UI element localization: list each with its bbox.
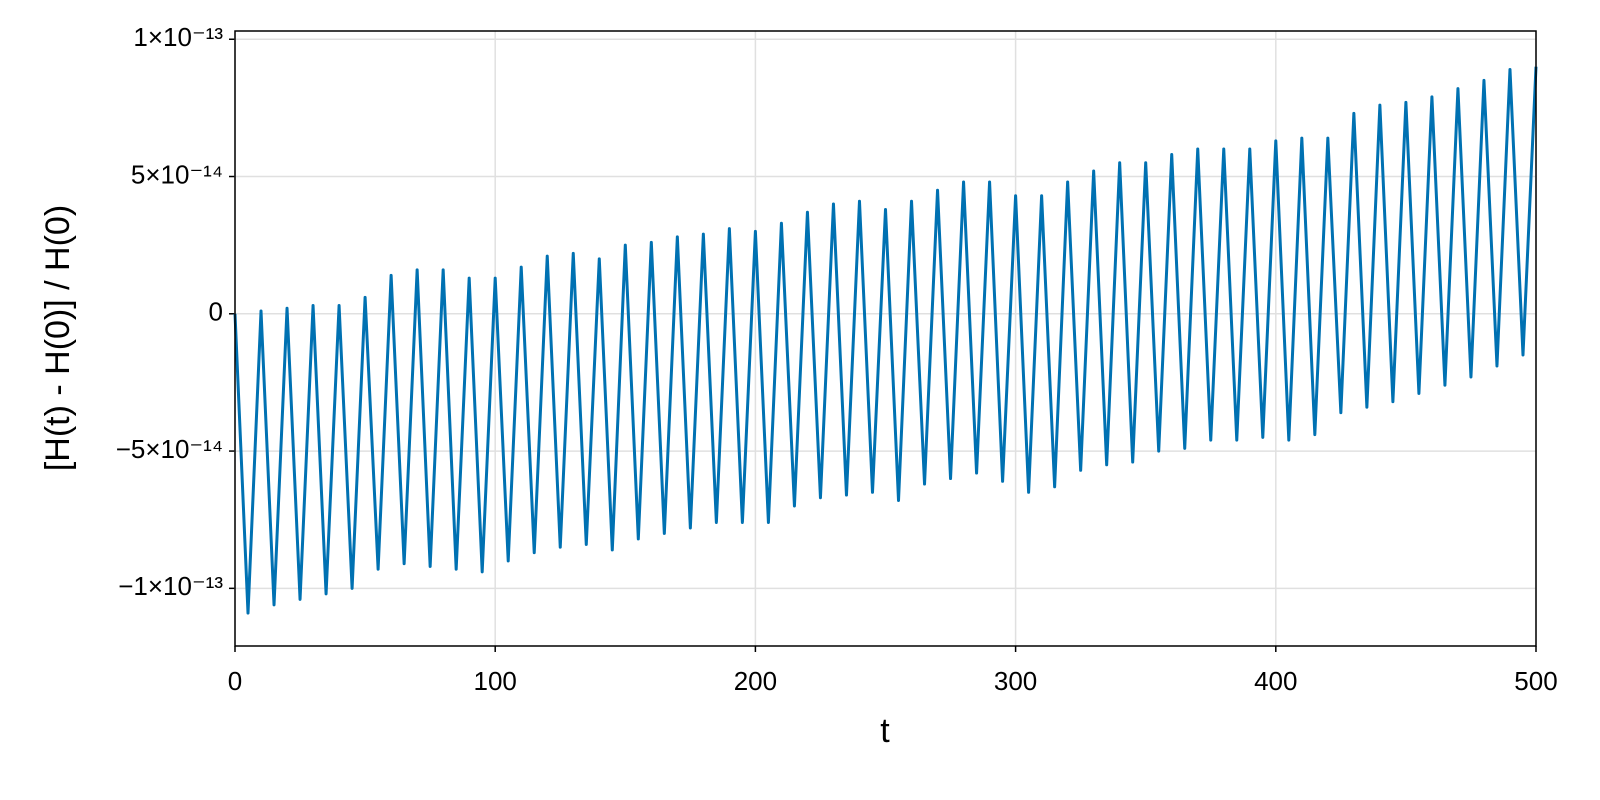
x-tick-label: 200: [734, 666, 777, 696]
y-tick-label: −5×10⁻¹⁴: [116, 434, 223, 464]
plot-frame: [234, 30, 1537, 647]
x-axis-label: t: [880, 712, 890, 750]
y-axis-label: [H(t) - H(0)] / H(0): [39, 205, 77, 471]
y-tick-label: 0: [209, 297, 223, 327]
y-tick-label: 5×10⁻¹⁴: [131, 159, 223, 189]
x-tick-label: 0: [228, 666, 242, 696]
x-tick-label: 300: [994, 666, 1037, 696]
data-line: [233, 66, 1538, 615]
y-tick-label: −1×10⁻¹³: [118, 571, 223, 601]
x-tick-label: 500: [1514, 666, 1557, 696]
y-tick-label: 1×10⁻¹³: [133, 22, 223, 52]
x-tick-label: 400: [1254, 666, 1297, 696]
x-tick-label: 100: [474, 666, 517, 696]
